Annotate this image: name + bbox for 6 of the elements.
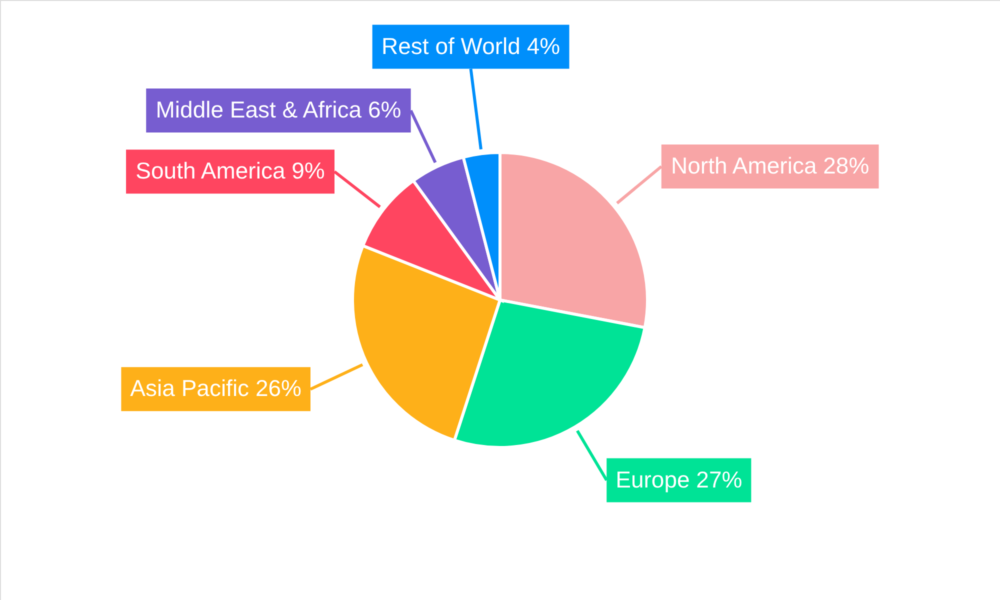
slice-label: Asia Pacific 26% [130, 375, 302, 402]
slice-label: Middle East & Africa 6% [156, 96, 402, 122]
slice-label: North America 28% [671, 152, 870, 178]
slice-label: Rest of World 4% [382, 32, 560, 59]
slice-label: Europe 27% [616, 466, 742, 492]
slice-label: South America 9% [136, 158, 325, 184]
